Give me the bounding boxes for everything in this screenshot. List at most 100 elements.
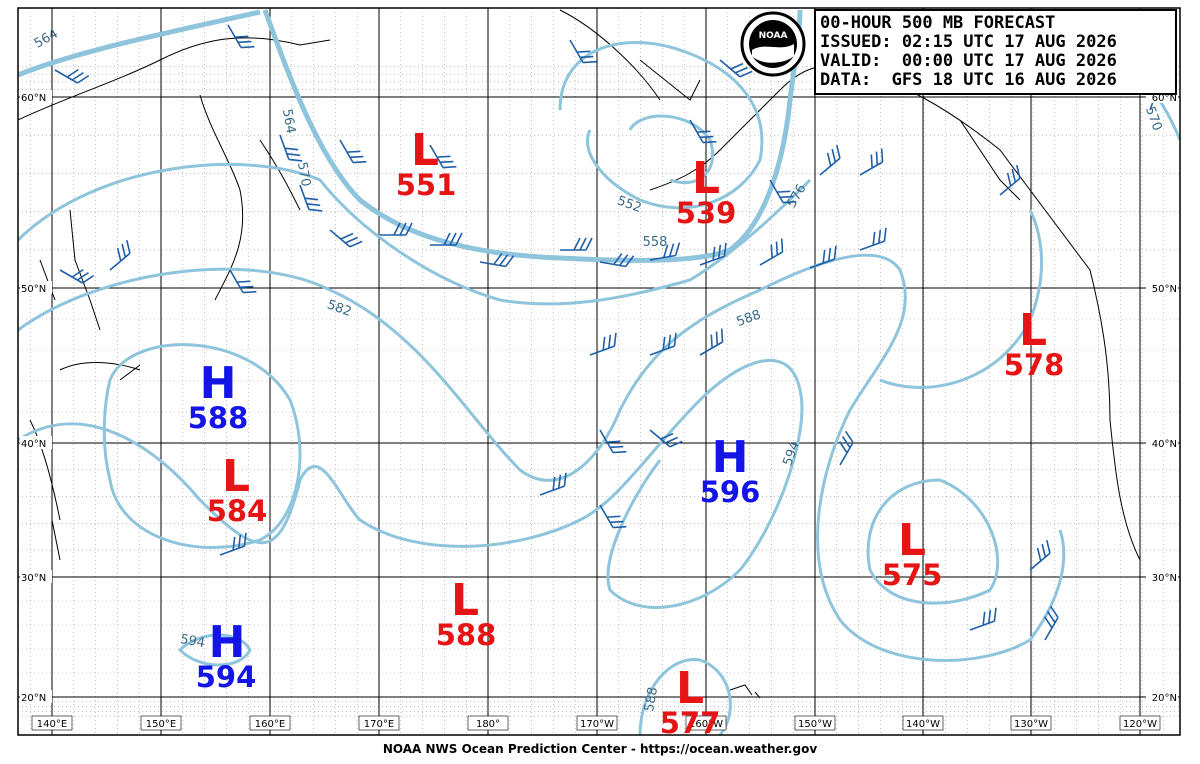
wind-barb: [1029, 540, 1051, 571]
lon-label: 170°W: [580, 719, 614, 730]
wind-barb: [809, 245, 837, 269]
wind-barb: [649, 429, 683, 448]
center-letter: L: [898, 515, 926, 566]
header-data: DATA: GFS 18 UTC 16 AUG 2026: [820, 70, 1117, 90]
lon-label-box: [467, 715, 509, 731]
lat-label: 50°N: [21, 284, 46, 295]
footer: NOAA NWS Ocean Prediction Center - https…: [383, 742, 817, 756]
wind-barb: [599, 429, 627, 454]
wind-barb: [769, 179, 797, 204]
wind-barb: [589, 332, 617, 356]
lon-label-box: [1119, 715, 1161, 731]
center-letter: L: [222, 451, 250, 502]
logo: NOAA: [740, 11, 806, 77]
wind-barb: [599, 504, 627, 529]
center-letter: H: [200, 358, 237, 409]
center-value: 551: [396, 168, 457, 202]
wind-barb: [649, 242, 681, 261]
wind-barb: [1043, 605, 1059, 641]
lon-label: 130°W: [1014, 719, 1048, 730]
wind-barb: [859, 227, 887, 251]
lat-label-box: [1146, 690, 1178, 703]
center-letter: L: [1019, 305, 1047, 356]
lon-label-box: [576, 715, 618, 731]
lon-label-box: [249, 715, 291, 731]
lon-label-box: [31, 715, 73, 731]
wind-barb: [699, 242, 727, 266]
coastline-asia: [17, 37, 331, 561]
wind-barb: [859, 148, 884, 176]
wind-barb: [969, 607, 997, 631]
lat-label: 40°N: [1152, 439, 1177, 450]
wind-barbs: [54, 24, 1160, 641]
lat-label: 20°N: [21, 693, 46, 704]
center-value: 584: [207, 494, 268, 528]
wind-barb: [699, 328, 724, 356]
wind-barb: [59, 268, 95, 284]
center-letter: L: [411, 125, 439, 176]
lat-label-box: [20, 690, 52, 703]
contour: [866, 209, 1043, 605]
lat-label-box: [20, 570, 52, 583]
wind-barb: [219, 532, 247, 556]
lat-label: 30°N: [21, 573, 46, 584]
lat-label-box: [1146, 281, 1178, 294]
lat-label-box: [1146, 570, 1178, 583]
center-value: 539: [676, 196, 737, 230]
wind-barb: [838, 430, 854, 466]
wind-barb: [109, 240, 131, 271]
coastlines: [17, 9, 1141, 699]
logo-text: NOAA: [759, 31, 788, 41]
header-title: 00-HOUR 500 MB FORECAST: [820, 13, 1055, 33]
wind-barb: [649, 332, 677, 356]
lon-label-box: [794, 715, 836, 731]
wind-barb: [689, 119, 717, 144]
wind-barb: [299, 184, 323, 212]
lon-label-box: [140, 715, 182, 731]
map-border: [17, 7, 1181, 736]
lat-label: 60°N: [1152, 93, 1177, 104]
lon-label: 140°E: [37, 719, 67, 730]
contour: [17, 359, 804, 609]
contour: [16, 162, 812, 306]
grid: [18, 8, 1180, 735]
lon-label: 150°W: [798, 719, 832, 730]
wind-barb: [819, 145, 841, 176]
lat-label: 40°N: [21, 439, 46, 450]
lat-label: 50°N: [1152, 284, 1177, 295]
lon-label: 170°E: [364, 719, 394, 730]
contour-label: 594: [179, 632, 206, 651]
lon-label-box: [685, 715, 727, 731]
lon-label-box: [1010, 715, 1052, 731]
header-issued: ISSUED: 02:15 UTC 17 AUG 2026: [820, 32, 1117, 52]
center-letter: H: [209, 617, 246, 668]
center-value: 594: [196, 660, 257, 694]
jet-axis: [17, 9, 261, 78]
lat-label-box: [20, 281, 52, 294]
center-letter: L: [451, 575, 479, 626]
wind-barb: [560, 237, 593, 251]
center-value: 596: [700, 475, 761, 509]
logo-bird: [752, 44, 794, 63]
header-valid: VALID: 00:00 UTC 17 AUG 2026: [820, 51, 1117, 71]
lon-label: 140°W: [906, 719, 940, 730]
lon-label: 160°E: [255, 719, 285, 730]
contour-label: 564: [279, 108, 298, 135]
center-value: 588: [436, 618, 497, 652]
contour: [177, 633, 252, 667]
lat-label: 20°N: [1152, 693, 1177, 704]
lat-label: 30°N: [1152, 573, 1177, 584]
wind-barb: [430, 232, 463, 246]
wind-barb: [339, 139, 367, 164]
center-value: 575: [882, 558, 943, 592]
contour: [558, 41, 764, 210]
lon-label: 120°W: [1123, 719, 1157, 730]
lat-label-box: [20, 436, 52, 449]
lat-label-box: [1146, 436, 1178, 449]
contour: [102, 343, 302, 549]
contour: [628, 114, 715, 185]
header-box: 00-HOUR 500 MB FORECAST ISSUED: 02:15 UT…: [814, 9, 1177, 95]
contour-label: 570: [294, 161, 313, 188]
wind-barb: [999, 165, 1021, 196]
